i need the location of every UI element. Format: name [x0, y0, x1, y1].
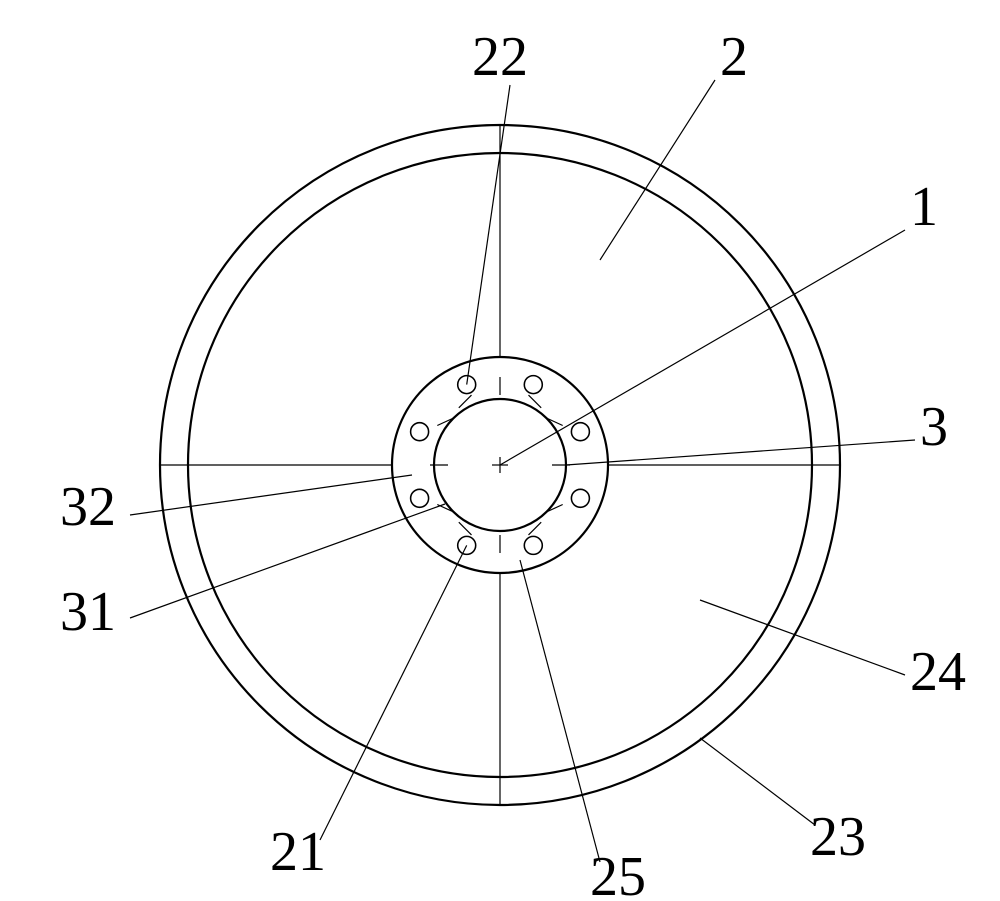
callout-label-21: 21 — [270, 821, 326, 883]
bolt-hole — [411, 489, 429, 507]
callout-label-32: 32 — [60, 476, 116, 538]
bolt-hole — [524, 376, 542, 394]
callout-label-25: 25 — [590, 846, 646, 901]
leader-lines — [130, 80, 915, 862]
callout-label-24: 24 — [910, 641, 966, 703]
leader-line-24 — [700, 600, 905, 675]
callout-label-1: 1 — [910, 176, 938, 238]
leader-line-23 — [700, 738, 815, 825]
bolt-hole — [571, 489, 589, 507]
callout-label-22: 22 — [472, 26, 528, 88]
leader-line-2 — [600, 80, 715, 260]
callout-label-3: 3 — [920, 396, 948, 458]
leader-line-25 — [520, 560, 600, 862]
leader-line-21 — [320, 545, 467, 840]
leader-line-22 — [467, 85, 510, 385]
callout-label-23: 23 — [810, 806, 866, 868]
bolt-hole — [411, 423, 429, 441]
leader-line-32 — [130, 475, 412, 515]
technical-drawing: 22213323121252324 — [0, 0, 1000, 901]
bolt-hole — [571, 423, 589, 441]
callout-label-31: 31 — [60, 581, 116, 643]
callout-label-2: 2 — [720, 26, 748, 88]
bolt-hole — [524, 536, 542, 554]
leader-line-31 — [130, 504, 445, 618]
leader-line-1 — [500, 230, 905, 465]
callout-labels: 22213323121252324 — [60, 26, 966, 901]
leader-line-3 — [566, 440, 915, 465]
